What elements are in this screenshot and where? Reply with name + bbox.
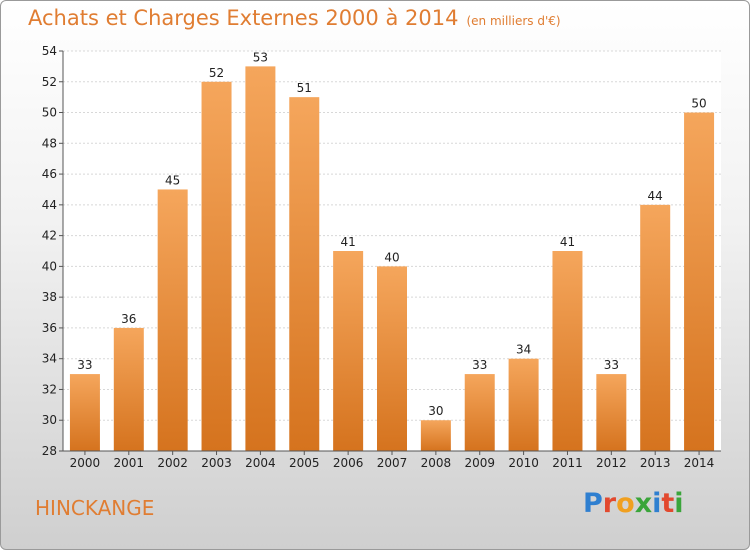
bar [333, 251, 364, 451]
x-tick-label: 2014 [684, 456, 715, 470]
bar [157, 189, 188, 451]
bar-value-label: 41 [340, 235, 355, 249]
x-tick-label: 2003 [201, 456, 232, 470]
y-tick-label: 32 [42, 382, 57, 396]
bar-value-label: 50 [691, 97, 706, 111]
bar-value-label: 34 [516, 343, 531, 357]
y-tick-label: 54 [42, 44, 57, 58]
chart-subtitle: (en milliers d'€) [466, 14, 561, 28]
bar-value-label: 52 [209, 66, 224, 80]
bar [552, 251, 583, 451]
x-tick-label: 2010 [508, 456, 539, 470]
y-tick-label: 38 [42, 290, 57, 304]
y-tick-label: 50 [42, 106, 57, 120]
x-tick-label: 2000 [70, 456, 101, 470]
bar-value-label: 33 [604, 358, 619, 372]
x-tick-label: 2001 [114, 456, 145, 470]
y-tick-label: 28 [42, 444, 57, 458]
bar [201, 81, 232, 452]
y-tick-label: 46 [42, 167, 57, 181]
x-tick-label: 2005 [289, 456, 320, 470]
bar [508, 358, 539, 451]
bar [596, 374, 627, 451]
x-tick-label: 2009 [464, 456, 495, 470]
bar-value-label: 45 [165, 173, 180, 187]
y-tick-label: 40 [42, 259, 57, 273]
chart-title: Achats et Charges Externes 2000 à 2014 (e… [28, 6, 561, 30]
bar [377, 266, 407, 451]
bar [640, 204, 671, 451]
bar-value-label: 30 [428, 404, 443, 418]
y-tick-label: 52 [42, 75, 57, 89]
x-tick-label: 2006 [333, 456, 364, 470]
bar [289, 97, 320, 452]
y-tick-label: 34 [42, 352, 57, 366]
y-tick-label: 36 [42, 321, 57, 335]
y-tick-label: 42 [42, 229, 57, 243]
bar-value-label: 33 [472, 358, 487, 372]
commune-name: HINCKANGE [35, 496, 155, 520]
x-tick-label: 2002 [157, 456, 188, 470]
bar [464, 374, 495, 451]
x-tick-label: 2012 [596, 456, 627, 470]
x-tick-label: 2007 [377, 456, 408, 470]
y-tick-label: 30 [42, 413, 57, 427]
bar-value-label: 53 [253, 50, 268, 64]
y-tick-label: 48 [42, 136, 57, 150]
bar-value-label: 41 [560, 235, 575, 249]
y-tick-label: 44 [42, 198, 57, 212]
bar-value-label: 40 [384, 250, 399, 264]
bar [245, 66, 276, 451]
x-tick-label: 2008 [421, 456, 452, 470]
bar-value-label: 51 [297, 81, 312, 95]
bar-value-label: 44 [648, 189, 663, 203]
bar [113, 327, 144, 451]
x-tick-label: 2013 [640, 456, 671, 470]
bar [684, 112, 715, 452]
bar [420, 420, 451, 451]
x-tick-label: 2011 [552, 456, 583, 470]
x-tick-label: 2004 [245, 456, 276, 470]
bar-value-label: 36 [121, 312, 136, 326]
chart-title-text: Achats et Charges Externes 2000 à 2014 [28, 6, 459, 30]
bar [69, 374, 100, 451]
bar-value-label: 33 [77, 358, 92, 372]
proxiti-logo: Proxiti [583, 488, 684, 519]
